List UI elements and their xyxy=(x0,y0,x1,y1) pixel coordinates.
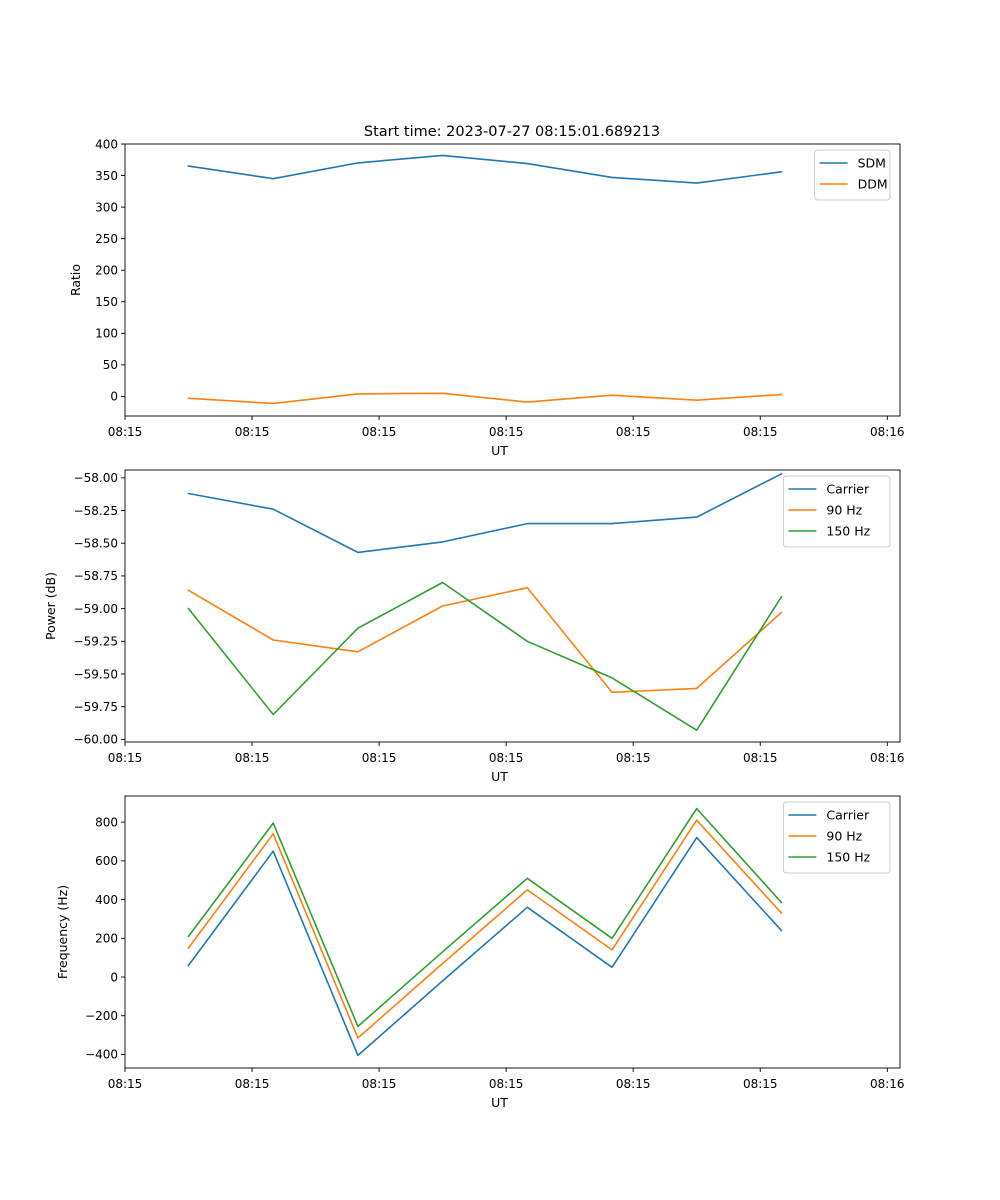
x-tick-label: 08:15 xyxy=(108,425,143,439)
x-tick-label: 08:15 xyxy=(743,1077,778,1091)
x-tick-label: 08:15 xyxy=(235,425,270,439)
x-tick-label: 08:15 xyxy=(362,425,397,439)
figure-title: Start time: 2023-07-27 08:15:01.689213 xyxy=(364,124,660,140)
y-tick-label: 400 xyxy=(95,137,118,151)
x-axis-label: UT xyxy=(491,1095,508,1110)
y-tick-label: 0 xyxy=(110,970,118,984)
legend-label: Carrier xyxy=(826,808,870,823)
legend-label: 150 Hz xyxy=(826,850,870,865)
y-tick-label: 0 xyxy=(110,390,118,404)
y-tick-label: −59.75 xyxy=(74,700,118,714)
series-line-sdm xyxy=(187,154,783,184)
legend: Carrier 90 Hz 150 Hz xyxy=(782,475,891,548)
legend-label: 150 Hz xyxy=(826,524,870,539)
x-tick-label: 08:15 xyxy=(743,425,778,439)
axes-frame xyxy=(124,795,901,1069)
axes-frame xyxy=(124,143,901,417)
y-tick-label: 250 xyxy=(95,232,118,246)
series-line-150-hz xyxy=(187,581,783,732)
y-axis-label: Power (dB) xyxy=(43,572,58,640)
y-axis-label: Frequency (Hz) xyxy=(55,885,70,979)
legend-label: Carrier xyxy=(826,482,870,497)
series-line-carrier xyxy=(187,836,783,1057)
x-tick-label: 08:16 xyxy=(870,1077,905,1091)
legend-label: SDM xyxy=(858,156,886,171)
y-tick-label: 350 xyxy=(95,169,118,183)
x-tick-label: 08:15 xyxy=(616,425,651,439)
x-tick-label: 08:16 xyxy=(870,425,905,439)
legend-box xyxy=(782,801,891,874)
x-tick-label: 08:15 xyxy=(235,1077,270,1091)
y-tick-label: −200 xyxy=(85,1009,118,1023)
x-tick-label: 08:15 xyxy=(743,751,778,765)
y-axis-label: Ratio xyxy=(68,264,83,296)
x-axis-label: UT xyxy=(491,769,508,784)
series-line-90-hz xyxy=(187,819,783,1039)
y-tick-label: −58.50 xyxy=(74,537,118,551)
y-tick-label: 200 xyxy=(95,264,118,278)
legend: Carrier 90 Hz 150 Hz xyxy=(782,801,891,874)
y-tick-label: −58.00 xyxy=(74,471,118,485)
plots: 08:15 08:15 08:15 08:15 08:15 08:15 08:16 0 50 10… xyxy=(43,137,905,1110)
x-tick-label: 08:15 xyxy=(362,1077,397,1091)
series-line-ddm xyxy=(187,392,783,405)
chart-2: 08:15 08:15 08:15 08:15 08:15 08:15 08:16 −400 −… xyxy=(55,795,905,1110)
series-line-90-hz xyxy=(187,586,783,694)
y-tick-label: 400 xyxy=(95,893,118,907)
legend-label: 90 Hz xyxy=(826,503,862,518)
y-tick-label: 800 xyxy=(95,815,118,829)
x-tick-label: 08:15 xyxy=(616,1077,651,1091)
x-tick-label: 08:15 xyxy=(362,751,397,765)
y-tick-label: 100 xyxy=(95,327,118,341)
y-tick-label: −59.00 xyxy=(74,602,118,616)
y-tick-label: 150 xyxy=(95,295,118,309)
y-tick-label: −400 xyxy=(85,1048,118,1062)
legend-box xyxy=(782,475,891,548)
x-tick-label: 08:15 xyxy=(489,1077,524,1091)
x-tick-label: 08:15 xyxy=(616,751,651,765)
axes-frame xyxy=(124,469,901,743)
x-tick-label: 08:15 xyxy=(489,751,524,765)
y-tick-label: −59.25 xyxy=(74,635,118,649)
x-tick-label: 08:16 xyxy=(870,751,905,765)
y-tick-label: −60.00 xyxy=(74,733,118,747)
x-tick-label: 08:15 xyxy=(489,425,524,439)
y-tick-label: 50 xyxy=(103,358,118,372)
x-tick-label: 08:15 xyxy=(235,751,270,765)
y-tick-label: −58.25 xyxy=(74,504,118,518)
x-tick-label: 08:15 xyxy=(108,751,143,765)
y-tick-label: 300 xyxy=(95,200,118,214)
y-tick-label: −59.50 xyxy=(74,667,118,681)
x-tick-label: 08:15 xyxy=(108,1077,143,1091)
series-line-carrier xyxy=(187,472,783,554)
y-tick-label: 200 xyxy=(95,932,118,946)
legend-label: 90 Hz xyxy=(826,829,862,844)
chart-0: 08:15 08:15 08:15 08:15 08:15 08:15 08:16 0 50 10… xyxy=(68,137,905,458)
legend: SDM DDM xyxy=(814,149,891,201)
series-line-150-hz xyxy=(187,807,783,1028)
x-axis-label: UT xyxy=(491,443,508,458)
chart-1: 08:15 08:15 08:15 08:15 08:15 08:15 08:16 −60.0… xyxy=(43,469,905,784)
y-tick-label: −58.75 xyxy=(74,569,118,583)
y-tick-label: 600 xyxy=(95,854,118,868)
legend-label: DDM xyxy=(858,177,888,192)
